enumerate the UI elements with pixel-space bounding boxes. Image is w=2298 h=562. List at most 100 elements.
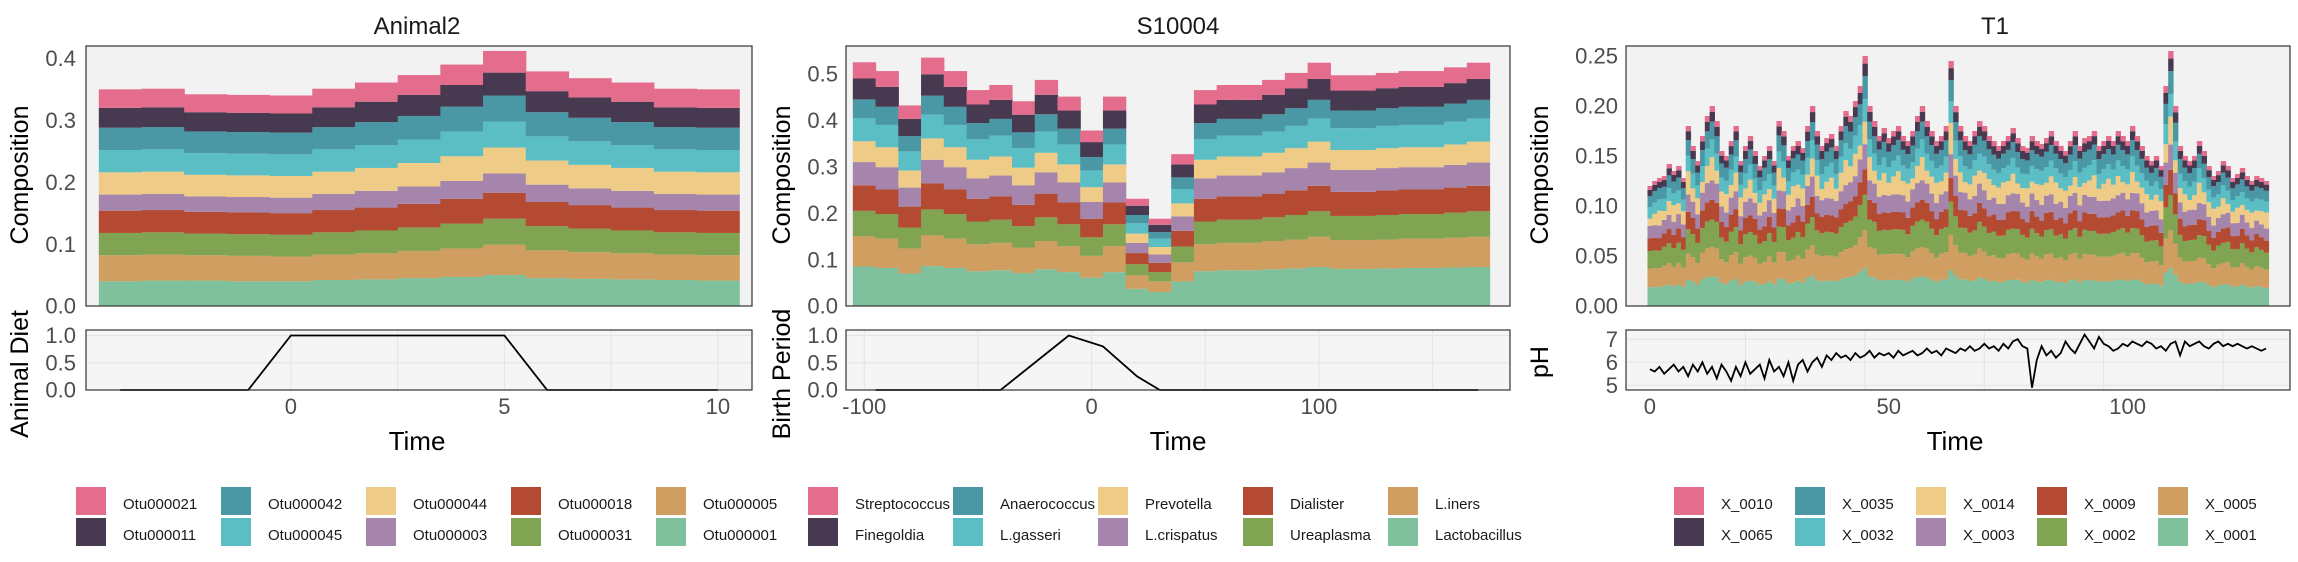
stack-segment (354, 230, 399, 254)
panel-animal2: Animal2 Composition Animal Diet Time 0.0… (6, 13, 753, 456)
stack-segment (1284, 268, 1309, 306)
stack-segment (1057, 202, 1081, 225)
stack-segment (1934, 281, 1940, 306)
stack-segment (2072, 161, 2079, 178)
stack-segment (1991, 231, 1997, 256)
stack-segment (2067, 213, 2074, 231)
stack-segment (312, 149, 356, 172)
stack-segment (1685, 279, 1692, 306)
stack-segment (2110, 169, 2117, 185)
stack-segment (1148, 238, 1172, 248)
stack-segment (1700, 141, 1706, 151)
stack-segment (1738, 284, 1744, 306)
stack-segment (1996, 173, 2002, 188)
sub-series-line (1649, 332, 2267, 388)
stack-segment (1330, 268, 1354, 306)
stack-segment (2187, 186, 2193, 200)
stack-segment (1852, 135, 1859, 154)
stack-segment (1848, 116, 1854, 122)
stack-segment (1824, 181, 1830, 199)
stack-segment (1125, 264, 1150, 276)
legend-label: X_0035 (1842, 496, 1894, 513)
stack-segment (1771, 161, 1778, 166)
stack-segment (1938, 141, 1945, 150)
stack-segment (1652, 191, 1658, 203)
stack-segment (1704, 183, 1711, 203)
stack-segment (2010, 193, 2016, 211)
panel-t1: T1 Composition pH Time 0.000.050.100.150… (1526, 13, 2291, 456)
stack-segment (2168, 195, 2174, 231)
stack-segment (1895, 229, 1902, 254)
stack-segment (2015, 143, 2021, 152)
stack-segment (2029, 279, 2036, 306)
stack-segment (1833, 150, 1840, 160)
stack-segment (1934, 182, 1940, 204)
x-tick-label: -100 (842, 394, 886, 419)
sub-plot: 0.00.51.00 5 10 (45, 323, 753, 419)
stack-segment (1743, 173, 1749, 189)
stack-segment (2220, 165, 2227, 173)
stack-segment (1728, 280, 1735, 306)
stack-segment (1991, 169, 1997, 186)
stack-segment (1375, 88, 1400, 109)
stack-segment (1872, 121, 1878, 127)
stack-segment (2182, 211, 2188, 227)
stack-segment (1012, 204, 1036, 227)
stack-segment (2239, 172, 2246, 180)
stack-segment (1676, 170, 1682, 178)
stack-segment (1891, 136, 1897, 145)
stack-segment (2039, 258, 2045, 283)
stack-segment (1704, 131, 1711, 149)
stack-segment (2067, 146, 2074, 155)
legend-swatch (1916, 487, 1946, 515)
stack-segment (2072, 145, 2079, 162)
stack-segment (852, 99, 877, 118)
stack-segment (1375, 190, 1400, 215)
stack-segment (1948, 68, 1954, 80)
stack-segment (1881, 194, 1887, 213)
stack-segment (1862, 194, 1868, 231)
stack-segment (1981, 226, 1988, 252)
stack-segment (1800, 259, 1806, 283)
stack-segment (2101, 168, 2107, 184)
stack-segment (2225, 190, 2231, 204)
stack-segment (1986, 256, 1993, 282)
stack-segment (2024, 188, 2031, 207)
stack-segment (1790, 186, 1797, 207)
stack-segment (2115, 254, 2122, 281)
stack-segment (1857, 271, 1864, 306)
stack-segment (898, 227, 922, 249)
stack-segment (1872, 183, 1878, 203)
stack-segment (1719, 206, 1725, 222)
stack-segment (1680, 267, 1687, 287)
legend-swatch (1243, 518, 1273, 546)
stack-segment (1910, 189, 1916, 208)
stack-segment (483, 192, 527, 219)
stack-segment (2101, 183, 2107, 201)
stack-segment (1714, 170, 1720, 184)
stack-segment (1709, 157, 1715, 181)
stack-segment (440, 85, 484, 107)
stack-segment (1704, 277, 1711, 306)
stack-segment (1895, 155, 1902, 172)
stack-segment (1719, 163, 1725, 178)
stack-segment (1695, 198, 1701, 215)
stack-segment (1843, 143, 1849, 161)
x-tick-label: 10 (706, 394, 730, 419)
stack-segment (1977, 170, 1983, 184)
legend-label: Anaerococcus (1000, 496, 1095, 513)
stack-segment (2239, 263, 2246, 285)
stack-segment (1421, 238, 1445, 268)
stack-segment (1900, 212, 1907, 230)
stack-segment (525, 136, 570, 161)
stack-segment (2077, 282, 2083, 306)
stack-segment (440, 248, 484, 277)
stack-segment (1398, 106, 1422, 125)
stack-segment (1829, 162, 1835, 178)
stack-segment (1704, 221, 1711, 249)
stack-segment (2134, 279, 2141, 306)
stack-segment (2153, 194, 2160, 211)
stack-segment (2239, 228, 2246, 244)
stack-segment (1738, 172, 1744, 185)
stack-segment (1915, 148, 1921, 166)
